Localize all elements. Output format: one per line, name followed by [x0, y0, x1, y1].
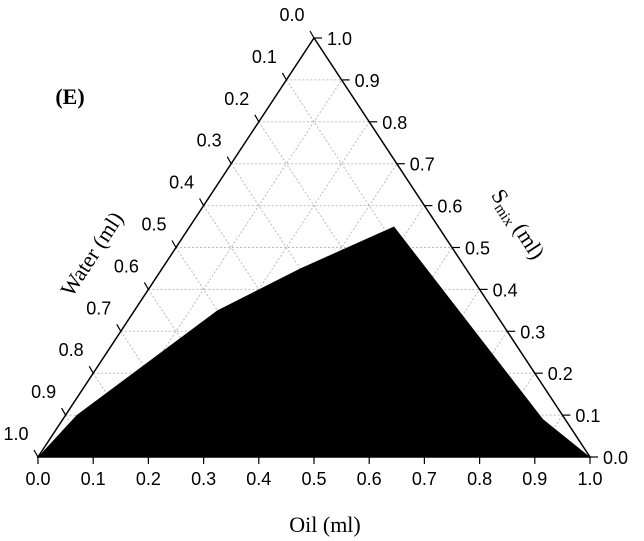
bottom-tick-label: 0.2	[136, 469, 161, 489]
left-tick	[309, 30, 315, 39]
left-tick	[254, 114, 260, 123]
right-tick-label: 0.0	[603, 448, 628, 468]
left-tick-label: 0.0	[279, 5, 304, 25]
left-tick-label: 0.2	[224, 89, 249, 109]
bottom-tick-label: 0.1	[81, 469, 106, 489]
right-tick-label: 0.9	[355, 71, 380, 91]
bottom-axis-label: Oil (ml)	[289, 512, 361, 537]
right-tick-label: 0.2	[548, 364, 573, 384]
bottom-tick-label: 0.8	[467, 469, 492, 489]
bottom-tick-label: 0.5	[301, 469, 326, 489]
left-tick	[226, 156, 232, 164]
right-tick-label: 0.6	[437, 197, 462, 217]
left-tick	[199, 198, 205, 206]
left-tick	[143, 282, 149, 290]
bottom-tick-label: 0.0	[25, 469, 50, 489]
left-tick-label: 0.6	[114, 256, 139, 276]
left-tick	[88, 365, 94, 374]
left-tick	[116, 324, 122, 332]
right-axis-unit: (ml)	[509, 218, 551, 263]
left-tick-label: 0.9	[31, 382, 56, 402]
bottom-tick-label: 0.3	[191, 469, 216, 489]
right-axis-label: Smix(ml)	[484, 184, 550, 265]
right-tick-label: 0.8	[382, 113, 407, 133]
left-tick	[33, 449, 39, 458]
left-tick-label: 0.4	[169, 173, 194, 193]
left-tick-label: 0.3	[197, 131, 222, 151]
phase-region	[38, 226, 590, 457]
right-tick-label: 1.0	[327, 29, 352, 49]
bottom-tick-label: 0.9	[522, 469, 547, 489]
grid-line	[203, 163, 398, 458]
left-tick-label: 0.5	[141, 215, 166, 235]
right-tick-label: 0.5	[465, 239, 490, 259]
left-tick	[61, 407, 67, 416]
bottom-tick-label: 0.7	[412, 469, 437, 489]
right-tick-label: 0.1	[575, 406, 600, 426]
panel-label: (E)	[55, 84, 84, 109]
bottom-tick-label: 0.4	[246, 469, 271, 489]
right-tick-label: 0.4	[493, 280, 518, 300]
left-tick	[281, 72, 287, 81]
right-tick-label: 0.7	[410, 155, 435, 175]
bottom-tick-label: 0.6	[357, 469, 382, 489]
left-tick-label: 1.0	[3, 424, 28, 444]
grid-line	[92, 79, 343, 458]
left-tick	[171, 240, 177, 248]
left-axis-label: Water (ml)	[55, 207, 128, 301]
left-tick-label: 0.8	[59, 340, 84, 360]
bottom-tick-label: 1.0	[577, 469, 602, 489]
left-tick-label: 0.1	[252, 47, 277, 67]
left-tick-label: 0.7	[86, 298, 111, 318]
grid-line	[92, 372, 149, 458]
right-tick-label: 0.3	[520, 322, 545, 342]
